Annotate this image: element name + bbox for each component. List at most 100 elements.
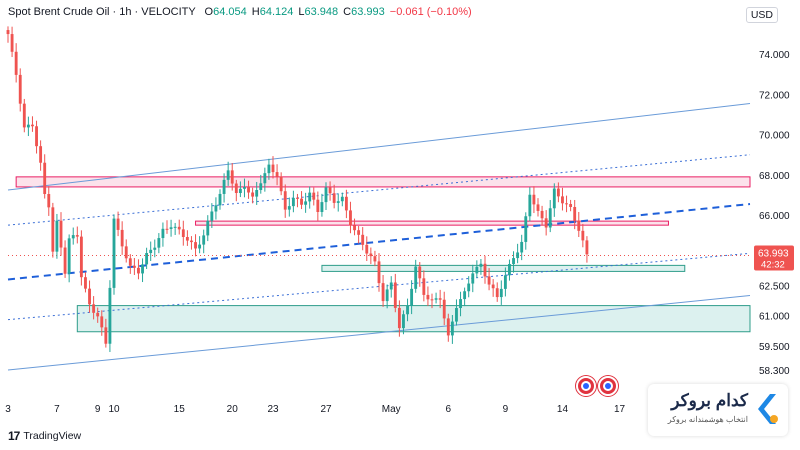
brand-watermark: کدام بروکر انتخاب هوشمندانه بروکر (648, 384, 788, 436)
x-tick-label: 6 (446, 404, 452, 415)
resistance-mid-zone (195, 220, 669, 226)
x-axis: 3 7 9 10 15 20 23 27 May 6 9 14 17 (5, 404, 625, 415)
candle-body (206, 220, 210, 236)
candle-body (275, 172, 279, 177)
candle-body (495, 288, 499, 298)
candle-body (508, 264, 511, 276)
candle-body (128, 258, 132, 266)
candle-body (332, 193, 336, 203)
y-tick-label: 68.000 (759, 171, 790, 182)
candle-body (540, 210, 544, 219)
candle-body (259, 183, 263, 191)
candle-body (406, 305, 409, 315)
candle-body (328, 187, 332, 194)
open-label: O (204, 6, 214, 18)
currency-button[interactable]: USD (745, 7, 778, 23)
candle-body (243, 187, 246, 189)
candle-body (271, 164, 275, 173)
open-value: 64.054 (213, 6, 247, 18)
candle-body (532, 194, 536, 205)
candle-body (181, 229, 185, 238)
symbol-title: Spot Brent Crude Oil · 1h · VELOCITY (8, 6, 196, 18)
candle-body (418, 266, 422, 279)
candle-body (173, 226, 177, 228)
candle-body (190, 240, 193, 243)
price-badge-value: 63.993 (758, 248, 789, 259)
y-tick-label: 61.000 (759, 312, 790, 323)
candle-body (312, 192, 316, 200)
zones-layer (15, 176, 751, 333)
candle-body (104, 327, 108, 344)
upper-dotted-trendline (7, 154, 751, 226)
chart-legend: Spot Brent Crude Oil · 1h · VELOCITY O64… (8, 6, 472, 18)
candle-body (161, 228, 165, 239)
us-flag-event-icon[interactable] (576, 376, 596, 396)
candle-body (414, 266, 418, 289)
candle-body (263, 173, 267, 184)
candle-body (291, 197, 295, 207)
high-label: H (251, 6, 260, 18)
x-tick-label: 10 (108, 404, 120, 415)
low-value: 63.948 (304, 6, 339, 18)
us-flag-event-icon[interactable] (598, 376, 618, 396)
price-badge-countdown: 42:32 (761, 259, 785, 270)
lower-dotted-trendline (7, 252, 751, 321)
y-tick-label: 70.000 (759, 131, 790, 142)
candle-body (177, 226, 181, 230)
y-tick-label: 66.000 (759, 211, 790, 222)
candle-body (6, 30, 10, 35)
candle-body (422, 278, 426, 295)
y-tick-label: 74.000 (759, 50, 790, 61)
brand-tagline: انتخاب هوشمندانه بروکر (667, 415, 748, 424)
candle-body (503, 275, 507, 289)
candle-body (141, 264, 144, 274)
candle-body (361, 234, 365, 245)
candle-body (31, 124, 34, 127)
candle-body (434, 298, 438, 300)
candle-body (369, 253, 373, 257)
candle-body (198, 244, 202, 249)
candle-body (84, 277, 87, 289)
candle-body (455, 308, 458, 322)
candle-body (585, 240, 589, 255)
lower-solid-trendline (7, 295, 751, 371)
y-axis: 74.00072.00070.00068.00066.00064.00062.5… (754, 50, 794, 377)
candle-body (520, 241, 524, 253)
candle-body (149, 249, 153, 254)
candle-body (528, 194, 532, 217)
y-tick-label: 59.500 (759, 342, 790, 353)
candle-body (569, 204, 573, 207)
candle-body (218, 193, 222, 206)
candle-body (577, 220, 581, 231)
candle-body (287, 206, 291, 210)
candle-body (552, 188, 556, 209)
candle-body (304, 201, 308, 205)
candle-body (344, 196, 348, 211)
candle-body (340, 196, 344, 202)
candle-body (26, 124, 30, 128)
candle-body (516, 252, 520, 259)
candle-body (10, 34, 14, 52)
candle-body (59, 220, 63, 248)
candle-body (581, 230, 585, 241)
candle-body (491, 284, 495, 289)
close-value: 63.993 (351, 6, 385, 18)
x-tick-label: 7 (54, 404, 60, 415)
candle-body (63, 247, 67, 274)
x-tick-label: 23 (267, 404, 279, 415)
candle-body (336, 201, 340, 203)
candle-body (116, 218, 120, 230)
candle-body (157, 238, 161, 248)
candle-body (230, 170, 234, 184)
tradingview-logo[interactable]: 17 TradingView (8, 429, 81, 443)
candle-body (544, 218, 548, 228)
candle-body (373, 256, 377, 262)
candle-body (132, 265, 136, 268)
candle-body (43, 162, 47, 195)
candle-body (39, 146, 43, 163)
candle-body (18, 74, 22, 104)
x-tick-label: 14 (557, 404, 569, 415)
trend-lines-layer (7, 102, 751, 371)
candle-body (561, 196, 564, 204)
